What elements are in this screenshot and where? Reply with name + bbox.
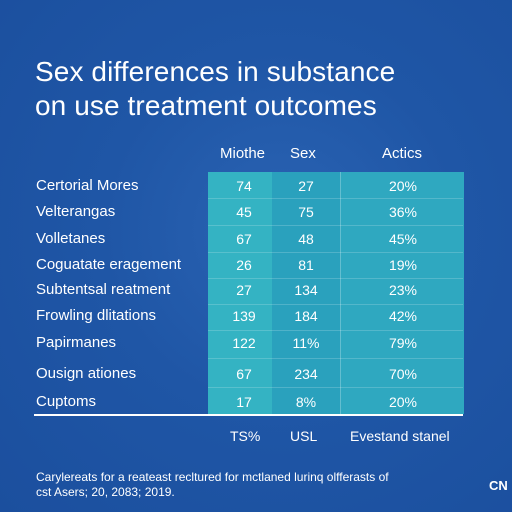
column-header-3: Actics	[382, 145, 423, 162]
row-value-2: 134	[294, 282, 318, 298]
table-row: Velterangas 45 75 36%	[0, 199, 512, 225]
table-highlight-area	[208, 172, 464, 414]
source-note-line-2: cst Asers; 20, 2083; 2019.	[36, 485, 175, 499]
footer-label-2: USL	[290, 428, 318, 444]
table-row: Ousign ationes 67 234 70%	[0, 361, 512, 387]
row-label: Certorial Mores	[36, 177, 139, 194]
row-value-3: 79%	[388, 335, 418, 351]
row-value-2: 48	[298, 231, 314, 247]
row-label: Subtentsal reatment	[36, 281, 171, 298]
column-band-2	[272, 172, 340, 414]
table-row: Cuptoms 17 8% 20%	[0, 389, 512, 415]
row-divider	[208, 304, 463, 305]
column-band-1	[208, 172, 272, 414]
table-row: Certorial Mores 74 27 20%	[0, 173, 512, 199]
row-value-1: 122	[232, 335, 256, 351]
row-value-1: 26	[236, 257, 252, 273]
row-divider	[208, 225, 463, 226]
row-value-3: 42%	[388, 308, 418, 324]
row-divider	[208, 358, 463, 359]
row-value-1: 139	[232, 308, 256, 324]
row-label: Ousign ationes	[36, 365, 137, 382]
row-value-2: 81	[298, 257, 314, 273]
column-band-3	[340, 172, 464, 414]
brand-logo: CN	[489, 478, 508, 493]
source-note: Carylereats for a reateast recltured for…	[36, 470, 456, 500]
row-value-3: 20%	[388, 394, 418, 410]
row-value-3: 19%	[388, 257, 418, 273]
chart-title: Sex differences in substance on use trea…	[35, 55, 495, 123]
table-bottom-rule	[34, 414, 463, 416]
row-value-2: 75	[298, 204, 314, 220]
row-value-3: 36%	[388, 204, 418, 220]
row-value-1: 17	[236, 394, 252, 410]
row-value-1: 67	[236, 366, 252, 382]
footer-label-3: Evestand stanel	[350, 428, 450, 444]
row-value-3: 45%	[388, 231, 418, 247]
row-label: Volletanes	[36, 230, 106, 247]
row-value-1: 74	[236, 178, 252, 194]
title-line-2: on use treatment outcomes	[35, 89, 377, 121]
row-value-3: 20%	[388, 178, 418, 194]
row-value-1: 27	[236, 282, 252, 298]
row-value-2: 27	[298, 178, 314, 194]
row-value-2: 11%	[292, 335, 320, 351]
table-row: Frowling dlitations 139 184 42%	[0, 303, 512, 329]
row-value-1: 45	[236, 204, 252, 220]
table-row: Papirmanes 122 11% 79%	[0, 330, 512, 356]
row-label: Papirmanes	[36, 334, 117, 351]
row-divider	[208, 278, 463, 279]
title-line-1: Sex differences in substance	[35, 55, 396, 87]
row-label: Cuptoms	[36, 393, 97, 410]
row-value-3: 23%	[388, 282, 418, 298]
row-label: Frowling dlitations	[36, 307, 157, 324]
table-row: Coguatate eragement 26 81 19%	[0, 252, 512, 278]
row-value-3: 70%	[388, 366, 418, 382]
column-header-1: Miothe	[220, 145, 266, 162]
row-divider	[208, 387, 463, 388]
column-header-2: Sex	[290, 145, 316, 162]
row-label: Velterangas	[36, 203, 116, 220]
row-value-1: 67	[236, 231, 252, 247]
row-label: Coguatate eragement	[36, 256, 182, 273]
source-note-line-1: Carylereats for a reateast recltured for…	[36, 470, 389, 484]
table-row: Volletanes 67 48 45%	[0, 226, 512, 252]
footer-label-1: TS%	[230, 428, 261, 444]
row-value-2: 184	[294, 308, 318, 324]
row-divider	[208, 198, 463, 199]
row-divider	[208, 252, 463, 253]
row-value-2: 234	[294, 366, 318, 382]
table-row: Subtentsal reatment 27 134 23%	[0, 277, 512, 303]
row-divider	[208, 330, 463, 331]
row-value-2: 8%	[295, 394, 317, 410]
